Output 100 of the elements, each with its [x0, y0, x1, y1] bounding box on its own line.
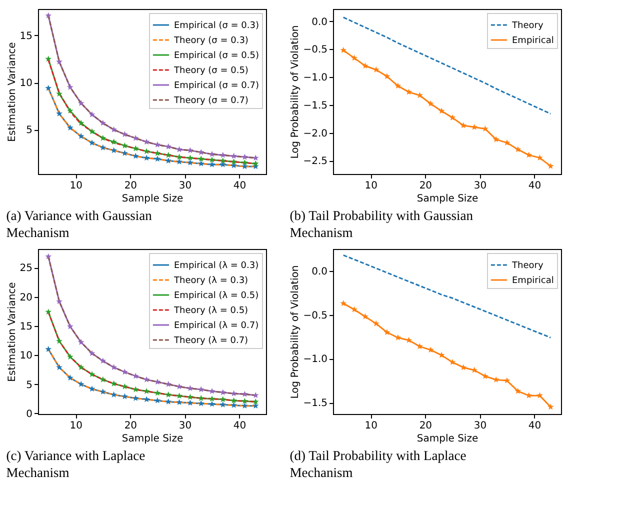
y-tick-label: −2.0	[303, 128, 328, 140]
point	[45, 253, 52, 260]
point	[56, 364, 62, 370]
point	[252, 160, 259, 166]
y-tick-label: 0.0	[312, 16, 328, 28]
point	[100, 376, 106, 382]
point	[514, 388, 522, 394]
point	[362, 313, 368, 320]
y-tick-label: 25	[20, 263, 32, 274]
point	[66, 354, 74, 360]
x-tick-label: 20	[419, 420, 432, 432]
point	[143, 154, 150, 161]
x-axis-title: Sample Size	[416, 434, 478, 444]
point	[427, 100, 434, 106]
point	[154, 156, 161, 162]
text: (a) Variance with Gaussian Mechanism	[6, 208, 152, 240]
point	[536, 154, 543, 161]
x-tick-label: 10	[70, 180, 83, 192]
point	[536, 392, 543, 398]
point	[406, 336, 412, 343]
legend-label: Theory (σ = 0.3)	[173, 36, 248, 46]
point	[220, 152, 226, 158]
y-axis-title: Log Probability of Violation	[290, 265, 302, 399]
point	[56, 298, 62, 304]
x-tick-label: 40	[528, 420, 542, 432]
point	[220, 396, 226, 402]
point	[66, 84, 74, 90]
point	[132, 372, 139, 379]
y-tick-label: −0.5	[303, 310, 328, 322]
point	[449, 114, 456, 120]
point	[242, 398, 248, 404]
point	[198, 156, 204, 162]
point	[242, 402, 248, 409]
y-tick-label: 10	[20, 350, 32, 362]
point	[176, 392, 182, 399]
point	[143, 138, 150, 145]
point	[372, 66, 380, 72]
x-tick-label: 10	[70, 420, 83, 432]
point	[406, 88, 412, 95]
x-tick-label: 20	[124, 180, 138, 192]
point	[186, 394, 194, 400]
point	[78, 132, 84, 139]
point	[110, 391, 118, 398]
point	[547, 404, 554, 410]
point	[122, 393, 128, 400]
point	[176, 398, 182, 406]
point	[132, 145, 139, 152]
point	[340, 46, 347, 53]
point	[78, 100, 84, 106]
point	[242, 154, 248, 160]
x-axis-title: Sample Size	[122, 194, 184, 204]
x-tick-label: 20	[124, 420, 138, 432]
point	[132, 394, 139, 401]
point	[230, 152, 238, 159]
point	[208, 400, 216, 407]
x-tick-label: 10	[364, 180, 378, 192]
x-tick-label: 40	[233, 180, 246, 192]
y-tick-label: 0.0	[312, 266, 328, 278]
point	[132, 386, 139, 392]
point	[78, 364, 84, 370]
point	[56, 338, 62, 344]
x-tick-label: 10	[364, 420, 378, 432]
point	[526, 152, 532, 158]
point	[384, 73, 390, 80]
point	[208, 156, 216, 163]
point	[526, 392, 532, 398]
x-tick-label: 30	[474, 180, 487, 192]
x-tick-label: 40	[233, 420, 246, 432]
point	[351, 54, 358, 61]
point	[100, 144, 106, 150]
x-axis-title: Sample Size	[122, 434, 184, 444]
point	[220, 401, 226, 408]
point	[252, 154, 259, 161]
point	[208, 150, 216, 157]
y-axis-title: Estimation Variance	[6, 42, 18, 142]
point	[186, 154, 194, 161]
text: (b) Tail Probability with Gaussian Mechanism	[290, 208, 474, 240]
point	[230, 397, 238, 404]
point	[100, 120, 106, 126]
point	[482, 125, 488, 132]
point	[230, 390, 238, 396]
point	[186, 384, 194, 392]
point	[351, 306, 358, 312]
point	[186, 159, 194, 166]
point	[45, 346, 52, 352]
legend-label: Empirical	[512, 36, 554, 46]
y-tick-label: 0	[26, 408, 32, 420]
point	[56, 90, 62, 97]
point	[460, 364, 467, 370]
legend-label: Empirical (λ = 0.7)	[174, 321, 259, 331]
y-tick-label: −1.5	[303, 100, 328, 112]
point	[56, 110, 62, 116]
point	[165, 157, 172, 164]
legend-label: Empirical (σ = 0.5)	[174, 51, 259, 61]
point	[165, 380, 172, 387]
point	[100, 388, 106, 395]
legend-label: Theory	[511, 261, 544, 271]
point	[449, 358, 456, 365]
point	[198, 394, 204, 401]
point	[66, 323, 74, 330]
